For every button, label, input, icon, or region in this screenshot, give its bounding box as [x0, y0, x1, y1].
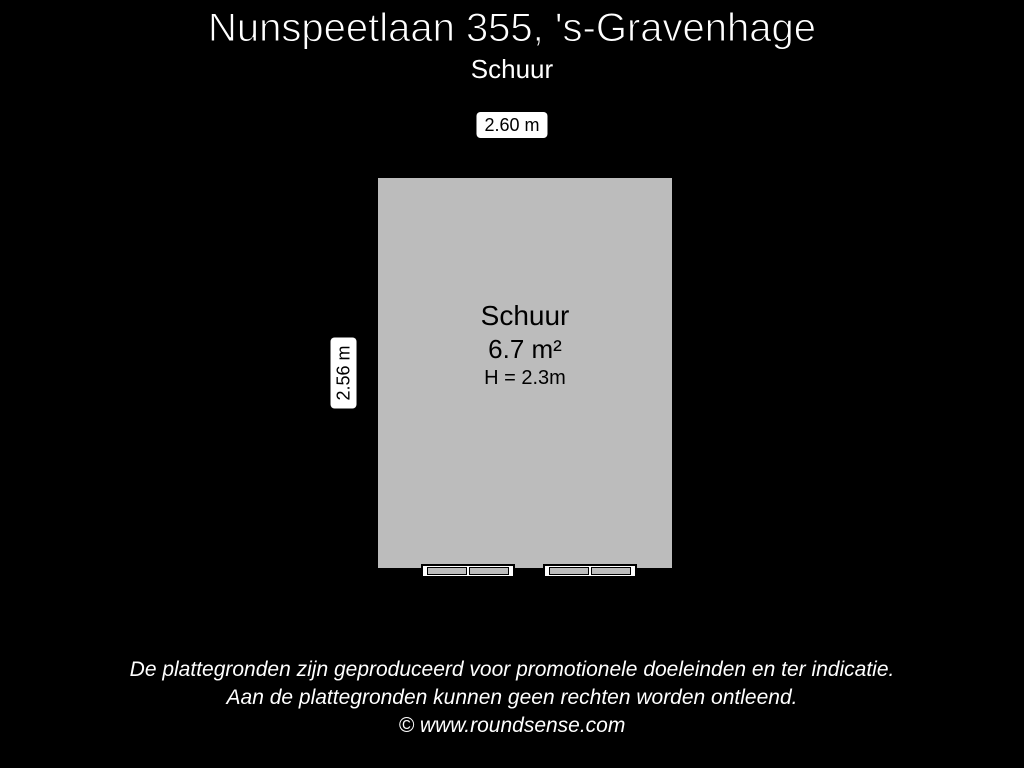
dimension-depth-label: 2.56 m [331, 337, 357, 408]
page-subtitle: Schuur [0, 54, 1024, 85]
disclaimer-line-2: Aan de plattegronden kunnen geen rechten… [0, 684, 1024, 712]
door-symbol [421, 564, 515, 578]
page-title: Nunspeetlaan 355, 's-Gravenhage [0, 6, 1024, 51]
door-symbol [543, 564, 637, 578]
room-name: Schuur [375, 300, 675, 332]
floorplan-canvas: Nunspeetlaan 355, 's-Gravenhage Schuur 2… [0, 0, 1024, 768]
room-height: H = 2.3m [375, 366, 675, 390]
disclaimer-line-1: De plattegronden zijn geproduceerd voor … [0, 656, 1024, 684]
room-label-block: Schuur 6.7 m² H = 2.3m [375, 300, 675, 390]
disclaimer-copyright: © www.roundsense.com [0, 712, 1024, 740]
dimension-width-label: 2.60 m [476, 112, 547, 138]
disclaimer-footer: De plattegronden zijn geproduceerd voor … [0, 656, 1024, 740]
room-area: 6.7 m² [375, 334, 675, 364]
